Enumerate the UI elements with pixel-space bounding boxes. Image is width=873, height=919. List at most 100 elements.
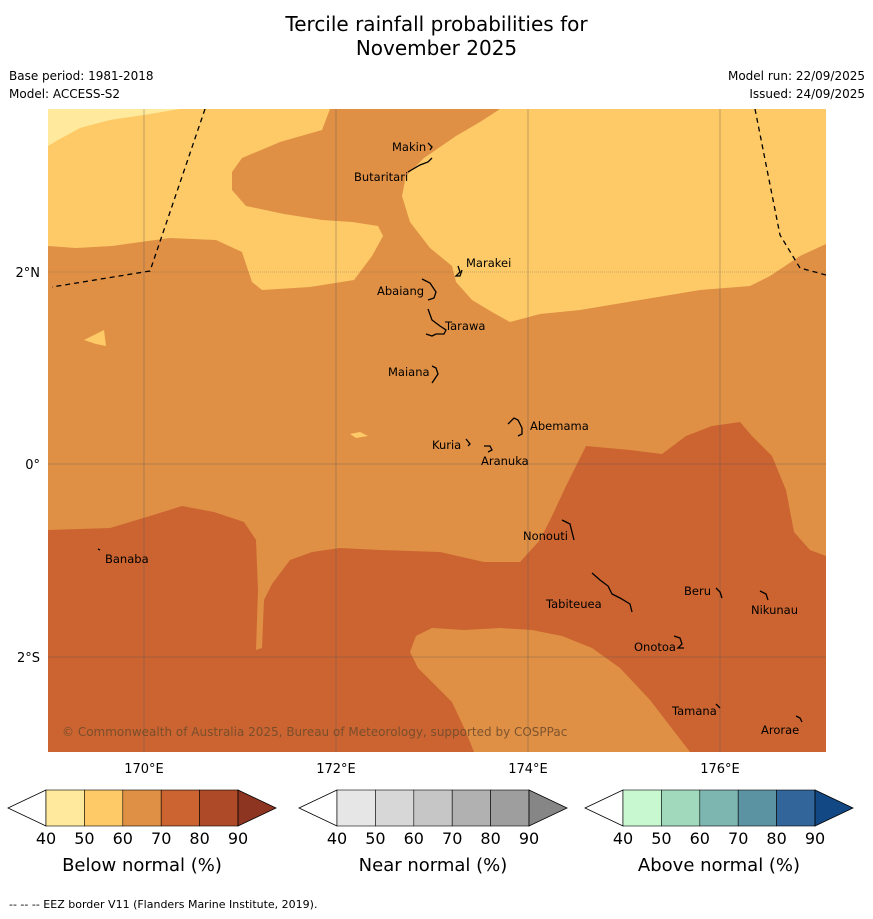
colorbar-extend-low xyxy=(7,789,47,827)
colorbar-segment xyxy=(199,789,239,827)
region-50-60-blob-center xyxy=(350,432,368,438)
butaritari-shape xyxy=(407,157,433,173)
colorbar-label: Below normal (%) xyxy=(62,855,222,876)
colorbar-tick-label: 60 xyxy=(690,829,710,848)
colorbar-extend-low xyxy=(584,789,624,827)
abemama-shape xyxy=(507,417,523,437)
colorbar-tick-label: 80 xyxy=(189,829,209,848)
colorbar-segment xyxy=(160,789,200,827)
colorbar-segment xyxy=(490,789,530,827)
title-line-1: Tercile rainfall probabilities for xyxy=(285,12,588,36)
label-maiana: Maiana xyxy=(388,365,430,379)
region-70-80-south xyxy=(48,422,826,752)
colorbar-segment xyxy=(737,789,777,827)
colorbar-label: Above normal (%) xyxy=(638,855,800,876)
lat-label-2s: 2°S xyxy=(17,651,40,666)
label-butaritari: Butaritari xyxy=(354,170,408,184)
makin-shape xyxy=(427,142,433,151)
colorbar-tick-label: 60 xyxy=(113,829,133,848)
arorae-shape xyxy=(795,715,803,723)
marakei-shape xyxy=(454,265,463,277)
label-nonouti: Nonouti xyxy=(523,529,568,543)
island-outlines xyxy=(97,142,803,723)
abaiang-shape xyxy=(421,278,437,301)
colorbar-segment xyxy=(776,789,816,827)
base-period: Base period: 1981-2018 xyxy=(9,69,154,83)
colorbar-extend-high xyxy=(528,789,568,827)
colorbar-tick-label: 70 xyxy=(151,829,171,848)
colorbar-extend-high xyxy=(814,789,854,827)
label-beru: Beru xyxy=(684,584,711,598)
colorbar-segment xyxy=(122,789,162,827)
lon-label-176: 176°E xyxy=(700,762,740,777)
label-tamana: Tamana xyxy=(671,704,717,718)
banaba-shape xyxy=(97,548,101,551)
colorbar-label: Near normal (%) xyxy=(359,855,508,876)
colorbar-tick-label: 90 xyxy=(228,829,248,848)
aranuka-shape xyxy=(484,445,493,453)
colorbar-tick-label: 70 xyxy=(728,829,748,848)
title-line-2: November 2025 xyxy=(355,36,518,60)
graticule xyxy=(48,109,826,752)
colorbar-segment xyxy=(45,789,85,827)
colorbar-tick-label: 90 xyxy=(519,829,539,848)
label-marakei: Marakei xyxy=(466,256,511,270)
colorbar-segment xyxy=(622,789,662,827)
colorbar-segment xyxy=(336,789,376,827)
tamana-shape xyxy=(715,703,721,709)
region-40-50-corner xyxy=(48,109,180,146)
nonouti-shape xyxy=(561,519,575,541)
beru-shape xyxy=(715,587,723,599)
label-tabiteuea: Tabiteuea xyxy=(545,597,602,611)
colorbar-segment xyxy=(661,789,701,827)
label-abaiang: Abaiang xyxy=(377,284,424,298)
onotoa-shape xyxy=(673,635,684,649)
label-banaba: Banaba xyxy=(105,552,149,566)
model-name: Model: ACCESS-S2 xyxy=(9,87,121,101)
colorbar-tick-label: 50 xyxy=(74,829,94,848)
label-makin: Makin xyxy=(392,140,426,154)
eez-border xyxy=(51,109,826,288)
colorbar-tick-label: 50 xyxy=(365,829,385,848)
copyright-text: © Commonwealth of Australia 2025, Bureau… xyxy=(62,725,567,739)
nikunau-shape xyxy=(759,590,769,601)
colorbar-1: 40 50 60 70 80 90 Below normal (%) xyxy=(7,789,277,876)
chart-title: Tercile rainfall probabilities for Novem… xyxy=(0,12,873,60)
issued-date: Issued: 24/09/2025 xyxy=(749,87,865,101)
latitude-labels: 2°N 0° 2°S xyxy=(16,266,41,666)
probability-field xyxy=(48,109,826,752)
colorbar-2: 40 50 60 70 80 90 Near normal (%) xyxy=(298,789,568,876)
region-50-60-blob-west xyxy=(84,330,106,346)
colorbar-segment xyxy=(375,789,415,827)
island-labels: Makin Butaritari Marakei Abaiang Tarawa … xyxy=(105,140,799,737)
lat-label-0: 0° xyxy=(25,458,40,473)
kuria-shape xyxy=(465,438,471,447)
colorbar-segment xyxy=(699,789,739,827)
meta-right: Model run: 22/09/2025 Issued: 24/09/2025 xyxy=(728,67,865,103)
colorbar-tick-label: 40 xyxy=(327,829,347,848)
label-onotoa: Onotoa xyxy=(634,640,676,654)
tarawa-shape xyxy=(425,308,447,337)
lon-label-172: 172°E xyxy=(316,762,356,777)
tabiteuea-shape xyxy=(591,572,633,613)
label-kuria: Kuria xyxy=(432,438,461,452)
colorbar-segment xyxy=(413,789,453,827)
colorbar-segment xyxy=(451,789,491,827)
colorbar-3: 40 50 60 70 80 90 Above normal (%) xyxy=(584,789,854,876)
colorbar-tick-label: 40 xyxy=(36,829,56,848)
lon-label-170: 170°E xyxy=(124,762,164,777)
lon-label-174: 174°E xyxy=(508,762,548,777)
label-tarawa: Tarawa xyxy=(444,319,485,333)
colorbar-extend-high xyxy=(237,789,277,827)
colorbar-group: 40 50 60 70 80 90 Below normal (%) 40 50 60 70 80 90… xyxy=(7,789,854,876)
colorbar-tick-label: 70 xyxy=(442,829,462,848)
region-50-60-northwest xyxy=(48,109,383,290)
colorbar-extend-low xyxy=(298,789,338,827)
lat-label-2n: 2°N xyxy=(16,266,41,281)
label-aranuka: Aranuka xyxy=(481,454,529,468)
meta-left: Base period: 1981-2018 Model: ACCESS-S2 xyxy=(9,67,154,103)
colorbar-tick-label: 80 xyxy=(480,829,500,848)
colorbar-tick-label: 50 xyxy=(651,829,671,848)
colorbar-segment xyxy=(84,789,124,827)
